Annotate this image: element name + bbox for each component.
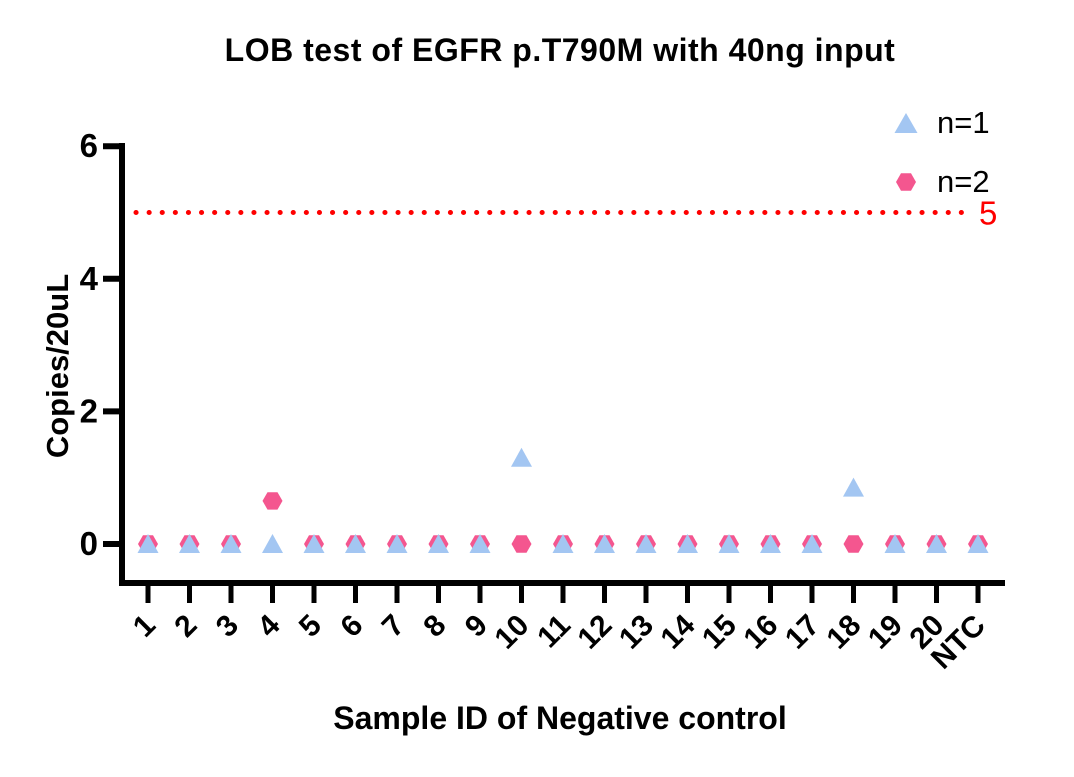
x-tick-label: 11: [531, 609, 577, 655]
hexagon-marker-icon: [896, 173, 916, 191]
marker-n1-sample-9: [469, 534, 491, 553]
legend: n=1 n=2: [893, 105, 990, 223]
legend-item-n2: n=2: [893, 164, 990, 200]
marker-n1-sample-2: [179, 534, 200, 553]
y-tick-label: 0: [80, 525, 98, 562]
marker-n1-sample-19: [884, 534, 906, 553]
marker-n1-sample-17: [801, 534, 823, 553]
marker-n1-sample-13: [635, 534, 657, 553]
x-tick-label: 5: [293, 609, 328, 644]
legend-label-n1: n=1: [937, 105, 990, 140]
x-tick-label: 15: [696, 609, 743, 656]
marker-n1-sample-11: [552, 534, 574, 553]
x-tick-label: 3: [210, 609, 245, 644]
chart-title: LOB test of EGFR p.T790M with 40ng input: [224, 32, 896, 68]
marker-n1-sample-15: [718, 534, 740, 553]
x-tick-label: 7: [376, 609, 411, 644]
y-tick-label: 4: [80, 260, 99, 297]
marker-n1-sample-10: [511, 447, 532, 467]
x-tick-label: 8: [417, 609, 452, 644]
marker-n1-sample-16: [760, 534, 781, 553]
x-axis-title: Sample ID of Negative control: [333, 700, 787, 736]
x-tick-label: 13: [613, 609, 660, 656]
marker-n2-sample-18: [843, 535, 864, 553]
x-tick-label: 4: [251, 608, 286, 643]
x-tick-label: 2: [168, 609, 203, 644]
x-tick-label: 9: [459, 609, 494, 644]
x-tick-label: 12: [572, 609, 619, 656]
hexagon-marker-shape: [896, 173, 916, 191]
marker-n1-sample-3: [220, 534, 242, 553]
x-tick-label: 17: [779, 609, 826, 656]
marker-n1-sample-18: [843, 477, 864, 497]
x-tick-label: 1: [127, 609, 162, 644]
marker-n2-sample-10: [511, 535, 532, 553]
legend-item-n1: n=1: [893, 105, 990, 141]
threshold-label: 5: [979, 195, 997, 232]
marker-n1-sample-12: [594, 534, 615, 553]
x-tick-label: 14: [655, 608, 702, 655]
legend-label-n2: n=2: [937, 164, 990, 199]
x-tick-label: 10: [489, 609, 536, 656]
y-tick-label: 2: [80, 392, 98, 429]
triangle-marker-shape: [894, 113, 918, 133]
x-tick-label: 6: [334, 609, 369, 644]
marker-n2-sample-4: [262, 492, 283, 510]
marker-n1-sample-14: [677, 534, 698, 553]
marker-n1-sample-1: [137, 534, 159, 553]
marker-n1-sample-6: [345, 534, 366, 553]
marker-n1-sample-8: [428, 534, 449, 553]
x-tick-label: 18: [821, 609, 868, 656]
triangle-marker-icon: [894, 113, 918, 133]
marker-n1-sample-7: [386, 534, 408, 553]
x-tick-label: 19: [862, 609, 909, 656]
marker-n1-sample-5: [303, 534, 325, 553]
marker-n1-sample-NTC: [967, 534, 989, 553]
marker-n1-sample-4: [262, 534, 283, 553]
y-tick-label: 6: [80, 127, 98, 164]
x-tick-label: 16: [738, 609, 785, 656]
marker-n1-sample-20: [926, 534, 947, 553]
